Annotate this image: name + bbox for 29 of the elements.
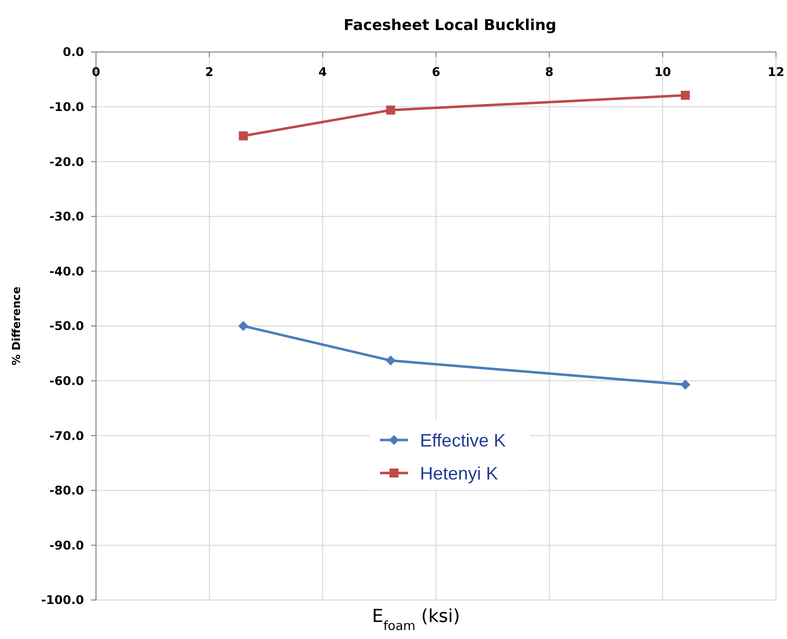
y-tick-label: -30.0 [49,210,84,224]
y-tick-label: -50.0 [49,319,84,334]
chart-title: Facesheet Local Buckling [344,16,556,34]
x-tick-label: 8 [545,65,554,79]
y-tick-label: -40.0 [49,264,84,278]
point [238,131,248,140]
y-tick-label: -20.0 [49,154,84,169]
x-tick-label: 10 [654,65,672,79]
y-tick-label: -90.0 [49,538,84,552]
y-tick-label: -60.0 [49,374,84,388]
y-tick-label: -70.0 [49,428,84,443]
x-axis-title: E$_{foam}$ (ksi) [372,606,460,632]
y-axis-title: % Difference [10,286,23,366]
point [386,106,396,115]
y-tick-label: 0.0 [62,45,84,60]
legend-label: Hetenyi K [420,463,498,484]
x-tick-label: 4 [318,65,327,79]
point [680,90,690,100]
point [680,380,690,390]
y-tick-label: -10.0 [49,100,84,114]
y-tick-label: -100.0 [41,593,84,608]
y-tick-label: -80.0 [49,484,84,498]
x-tick-label: 12 [768,65,784,79]
x-tick-label: 2 [205,65,214,79]
point [386,356,396,366]
x-tick-label: 6 [432,65,440,79]
legend-label: Effective K [420,430,506,450]
point [238,321,248,331]
x-tick-label: 0 [92,65,100,79]
